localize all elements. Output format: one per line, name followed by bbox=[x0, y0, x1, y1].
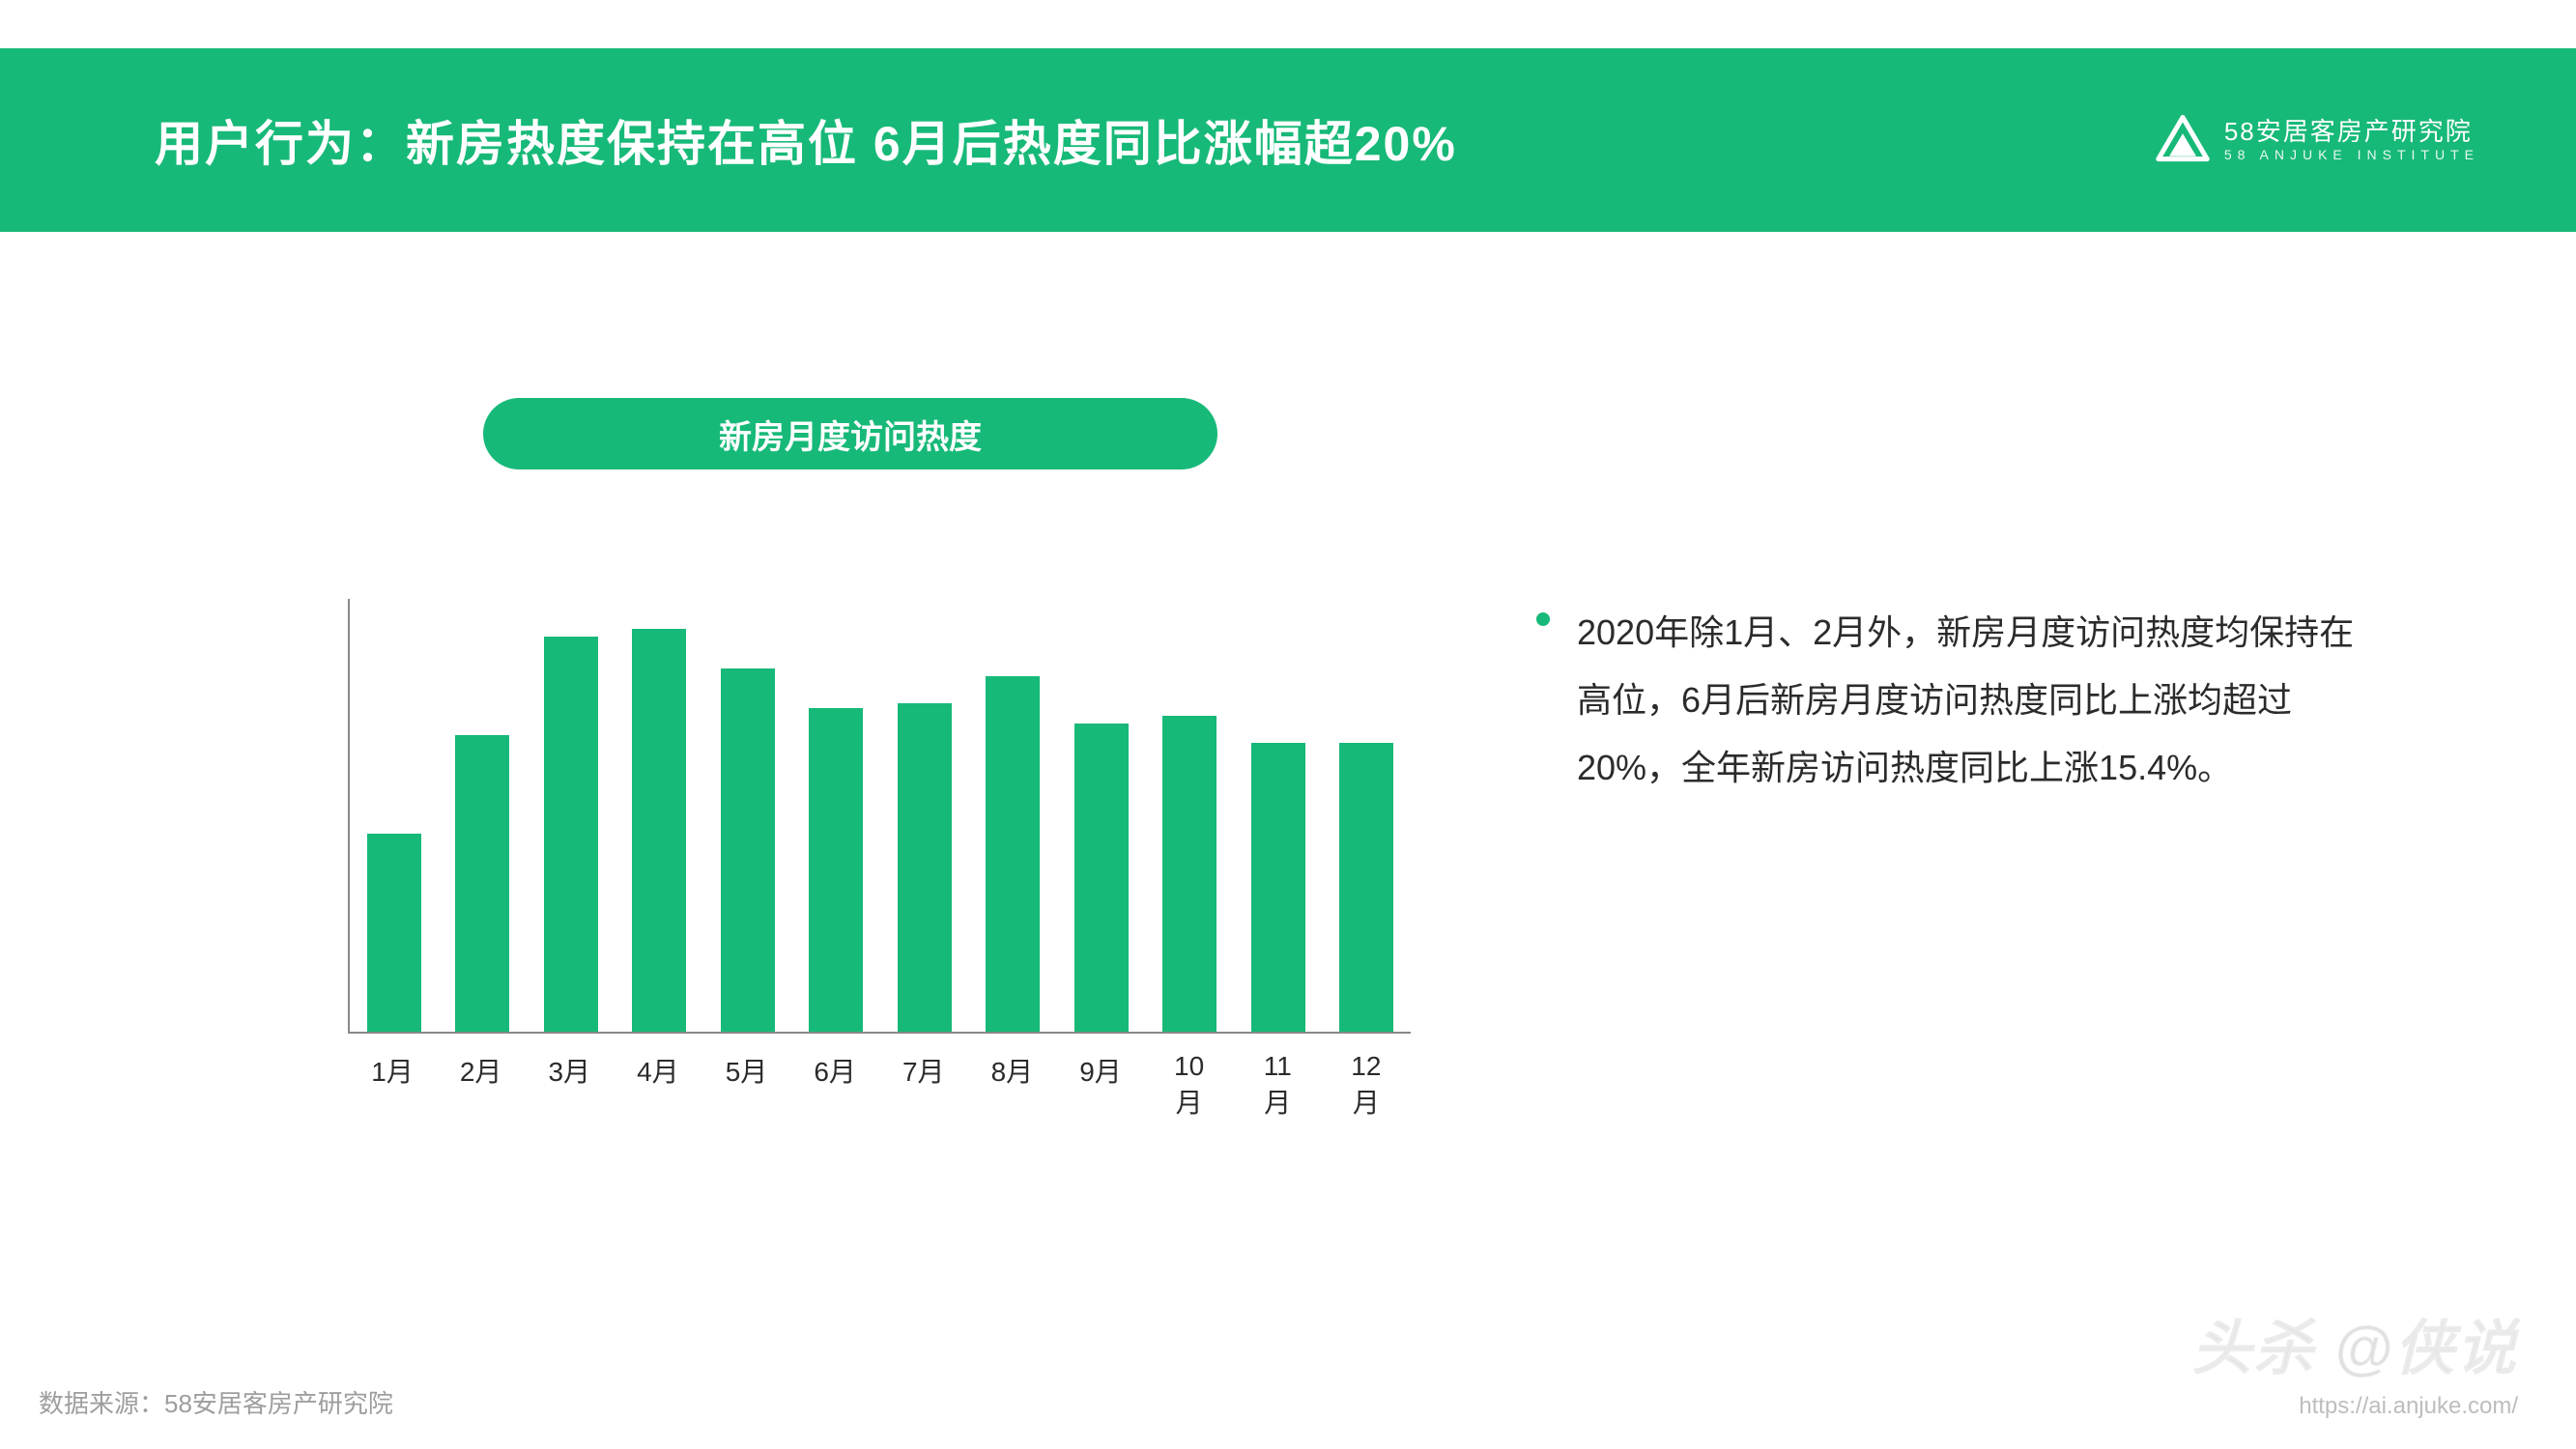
bullet-block: 2020年除1月、2月外，新房月度访问热度均保持在高位，6月后新房月度访问热度同… bbox=[1536, 599, 2377, 803]
brand-logo: 58安居客房产研究院 58 ANJUKE INSTITUTE bbox=[2156, 113, 2479, 167]
bar bbox=[367, 834, 421, 1032]
x-axis-label: 1月 bbox=[365, 1051, 419, 1121]
x-axis-label: 7月 bbox=[897, 1051, 951, 1121]
x-axis-label: 4月 bbox=[631, 1051, 685, 1121]
bar bbox=[809, 708, 863, 1032]
logo-mark-icon bbox=[2156, 113, 2210, 167]
x-axis-label: 11月 bbox=[1250, 1051, 1304, 1121]
slide-root: 用户行为：新房热度保持在高位 6月后热度同比涨幅超20% 58安居客房产研究院 … bbox=[0, 0, 2576, 1449]
logo-text: 58安居客房产研究院 58 ANJUKE INSTITUTE bbox=[2224, 118, 2479, 162]
bullet-text: 2020年除1月、2月外，新房月度访问热度均保持在高位，6月后新房月度访问热度同… bbox=[1577, 599, 2377, 803]
x-axis-label: 8月 bbox=[985, 1051, 1039, 1121]
chart-title: 新房月度访问热度 bbox=[719, 411, 982, 458]
x-axis-labels: 1月 2月 3月 4月 5月 6月 7月 8月 9月 10月 11月 12月 bbox=[348, 1051, 1411, 1121]
logo-cn: 58安居客房产研究院 bbox=[2224, 118, 2479, 147]
chart-title-pill: 新房月度访问热度 bbox=[483, 398, 1217, 469]
x-axis-label: 10月 bbox=[1162, 1051, 1216, 1121]
bar bbox=[721, 668, 775, 1032]
x-axis-label: 2月 bbox=[454, 1051, 508, 1121]
x-axis-label: 5月 bbox=[720, 1051, 774, 1121]
bar bbox=[455, 735, 509, 1032]
bars-container bbox=[348, 599, 1411, 1034]
bar bbox=[632, 629, 686, 1032]
bar bbox=[1074, 724, 1129, 1032]
x-axis-label: 12月 bbox=[1339, 1051, 1393, 1121]
bullet-item: 2020年除1月、2月外，新房月度访问热度均保持在高位，6月后新房月度访问热度同… bbox=[1536, 599, 2377, 803]
watermark: 头杀 @侠说 bbox=[2191, 1299, 2518, 1386]
page-title: 用户行为：新房热度保持在高位 6月后热度同比涨幅超20% bbox=[155, 105, 2156, 175]
x-axis-label: 9月 bbox=[1073, 1051, 1128, 1121]
logo-en: 58 ANJUKE INSTITUTE bbox=[2224, 147, 2479, 162]
bullet-dot-icon bbox=[1536, 612, 1550, 626]
bar bbox=[986, 676, 1040, 1032]
footer-url: https://ai.anjuke.com/ bbox=[2299, 1393, 2518, 1420]
bar bbox=[1339, 743, 1393, 1032]
footer-source: 数据来源：58安居客房产研究院 bbox=[39, 1384, 393, 1420]
bar bbox=[898, 703, 952, 1032]
bar-chart: 1月2月3月4月5月6月7月8月9月10月11月12月 bbox=[348, 599, 1411, 1034]
bar bbox=[1162, 716, 1216, 1032]
x-axis-label: 6月 bbox=[808, 1051, 862, 1121]
header-bar: 用户行为：新房热度保持在高位 6月后热度同比涨幅超20% 58安居客房产研究院 … bbox=[0, 48, 2576, 232]
bar bbox=[1251, 743, 1305, 1032]
bar bbox=[544, 637, 598, 1032]
x-axis-label: 3月 bbox=[542, 1051, 596, 1121]
